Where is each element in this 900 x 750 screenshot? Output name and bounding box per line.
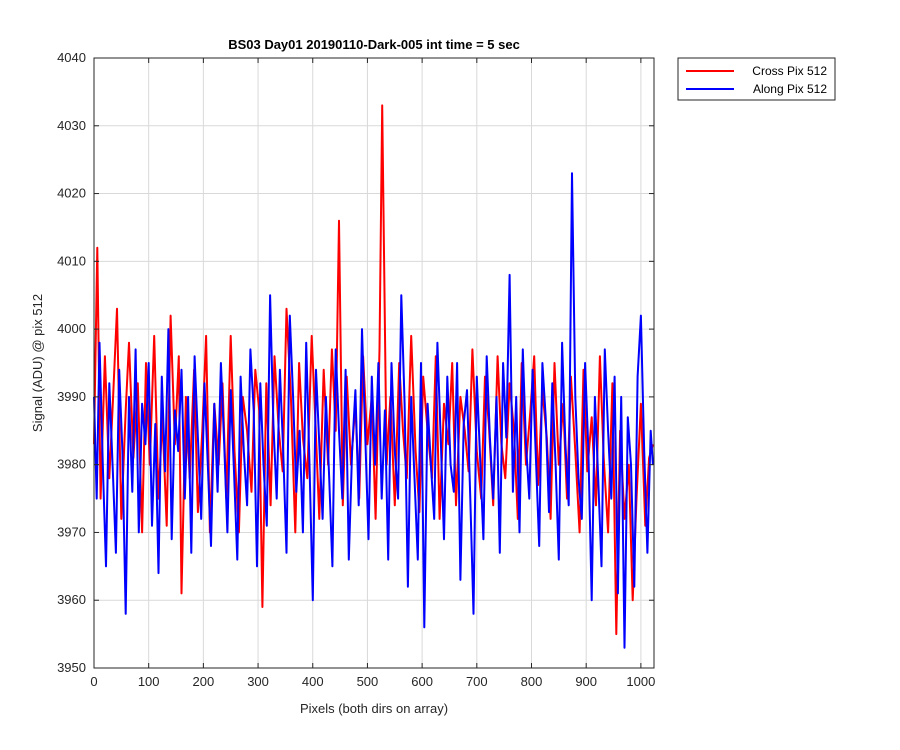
y-tick-label: 4020 [57, 186, 86, 201]
y-tick-label: 3970 [57, 524, 86, 539]
x-tick-label: 600 [411, 674, 433, 689]
chart-title: BS03 Day01 20190110-Dark-005 int time = … [228, 37, 520, 52]
x-tick-label: 900 [575, 674, 597, 689]
x-axis-label: Pixels (both dirs on array) [300, 701, 448, 716]
y-tick-label: 3980 [57, 457, 86, 472]
x-tick-label: 300 [247, 674, 269, 689]
x-tick-label: 100 [138, 674, 160, 689]
y-tick-label: 4000 [57, 321, 86, 336]
series-line-along-pix [93, 172, 654, 649]
x-tick-label: 500 [357, 674, 379, 689]
x-tick-label: 700 [466, 674, 488, 689]
axis-ticks: 0 100 200 300 400 500 600 700 800 900 1000 3950 3960… [57, 50, 655, 689]
y-axis-label: Signal (ADU) @ pix 512 [30, 294, 45, 432]
x-tick-label: 200 [193, 674, 215, 689]
legend-box [677, 57, 836, 101]
plot-frame [93, 57, 655, 669]
legend-label-along-pix: Along Pix 512 [753, 82, 827, 96]
legend: Cross Pix 512 Along Pix 512 [677, 57, 836, 101]
y-tick-label: 3950 [57, 660, 86, 675]
x-tick-label: 800 [521, 674, 543, 689]
data-series [93, 104, 654, 649]
y-tick-label: 3990 [57, 389, 86, 404]
legend-label-cross-pix: Cross Pix 512 [752, 64, 827, 78]
x-tick-label: 1000 [626, 674, 655, 689]
y-tick-label: 4040 [57, 50, 86, 65]
y-tick-label: 3960 [57, 592, 86, 607]
x-tick-label: 0 [90, 674, 97, 689]
y-tick-label: 4030 [57, 118, 86, 133]
x-tick-label: 400 [302, 674, 324, 689]
y-tick-label: 4010 [57, 253, 86, 268]
